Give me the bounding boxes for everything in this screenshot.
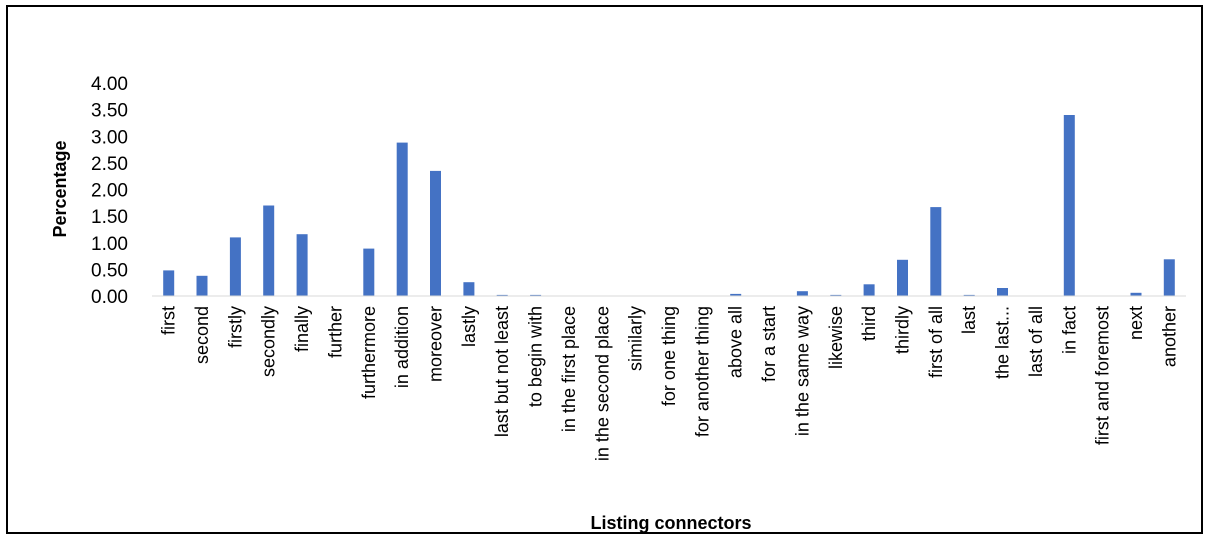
x-axis-title: Listing connectors [590,513,751,533]
bar [229,237,241,296]
bar [963,294,975,296]
x-tick-label: lastly [459,306,479,347]
y-tick-label: 1.50 [91,207,128,228]
x-tick-label: third [859,306,879,341]
x-tick-label: last of all [1026,306,1046,377]
x-tick-label: in the first place [559,306,579,432]
bar [196,275,208,296]
y-tick-label: 0.00 [91,287,128,308]
x-tick-label: next [1126,306,1146,340]
bar [863,284,875,296]
x-tick-label: in addition [392,306,412,388]
x-tick-label: second [192,306,212,364]
y-tick-label: 3.50 [91,101,128,122]
x-tick-label: moreover [426,306,446,382]
x-tick-label: first and foremost [1093,306,1113,445]
x-tick-label: in fact [1059,306,1079,354]
x-tick-label: to begin with [526,306,546,407]
bars [163,115,1175,296]
bar [796,291,808,296]
y-axis-ticks: 0.00 0.50 1.00 1.50 2.00 2.50 3.00 3.50 4.00 [91,74,128,308]
x-tick-label: in the same way [792,306,812,436]
bar [930,207,942,296]
x-tick-label: firstly [225,306,245,348]
y-tick-label: 2.50 [91,154,128,175]
bar-chart: 0.00 0.50 1.00 1.50 2.00 2.50 3.00 3.50 4.00 fir… [50,74,1186,533]
bar [396,142,408,296]
bar [296,234,308,296]
x-tick-label: another [1159,306,1179,367]
bar [730,293,742,296]
x-tick-label: likewise [826,306,846,369]
bar [1130,292,1142,296]
y-tick-label: 3.00 [91,127,128,148]
bar [496,294,508,296]
y-axis-title: Percentage [50,140,70,237]
x-tick-label: finally [292,306,312,352]
x-tick-label: first of all [926,306,946,378]
x-tick-label: for another thing [692,306,712,437]
bar [530,294,542,296]
y-tick-label: 2.00 [91,181,128,202]
x-tick-label: thirdly [892,306,912,354]
bar [1063,115,1075,296]
bar [263,205,275,296]
x-tick-label: similarly [626,306,646,371]
x-tick-label: last [959,306,979,334]
x-tick-label: for a start [759,306,779,382]
x-tick-label: above all [726,306,746,378]
x-tick-label: secondly [259,306,279,377]
y-tick-label: 0.50 [91,260,128,281]
x-tick-label: the last... [993,306,1013,379]
bar [463,282,475,296]
bar [997,288,1008,296]
x-tick-label: last but not least [492,306,512,437]
y-tick-label: 1.00 [91,234,128,255]
x-tick-label: furthermore [359,306,379,399]
bar [363,248,375,296]
bar [1163,259,1175,296]
x-tick-label: further [325,306,345,358]
x-axis-tick-labels: first second firstly secondly finally further… [159,306,1180,461]
bar [897,259,908,296]
bar [163,270,175,296]
x-tick-label: for one thing [659,306,679,406]
bar [830,294,842,296]
bar [430,170,441,296]
x-tick-label: first [159,306,179,335]
y-tick-label: 4.00 [91,74,128,95]
x-tick-label: in the second place [592,306,612,461]
chart-frame: 0.00 0.50 1.00 1.50 2.00 2.50 3.00 3.50 4.00 fir… [6,5,1203,534]
